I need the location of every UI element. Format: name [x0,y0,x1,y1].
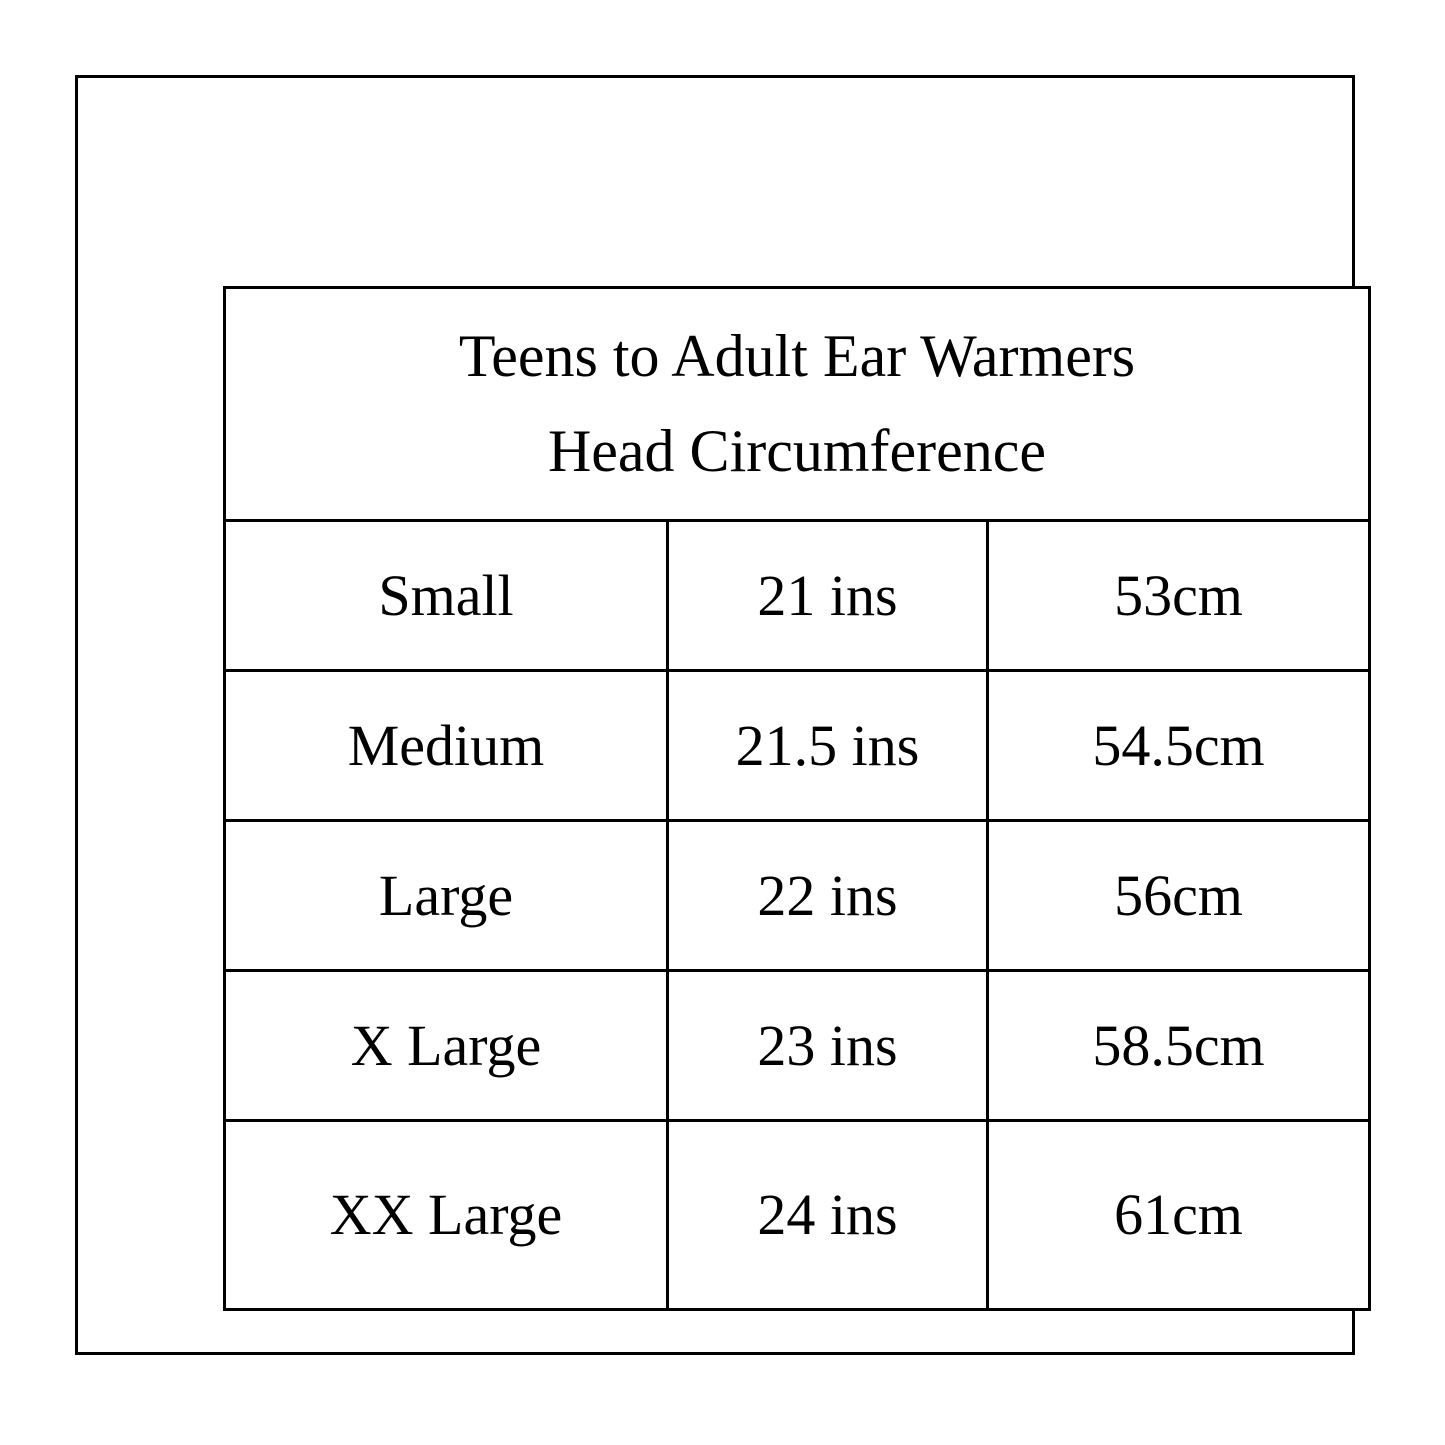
table-row-xxlarge-inches-cell: 24 ins [669,1122,986,1308]
table-row-xxlarge-size-cell: XX Large [226,1122,666,1308]
outer-border-frame: Teens to Adult Ear Warmers Head Circumfe… [75,75,1371,1355]
table-row-large-size-cell: Large [226,822,666,969]
table-row-small-cm-cell: 53cm [989,522,1368,669]
table-title-line-2: Head Circumference [547,418,1047,484]
table-row-medium-size-cell: Medium [226,672,666,819]
table-row-small-size-cell: Small [226,522,666,669]
table-row-xxlarge-cm-cell: 61cm [989,1122,1368,1308]
table-title-line-1: Teens to Adult Ear Warmers [458,323,1136,389]
table-row-large-inches-cell: 22 ins [669,822,986,969]
table-row-small-inches-cell: 21 ins [669,522,986,669]
table-title: Teens to Adult Ear Warmers Head Circumfe… [226,289,1368,519]
table-row-xlarge-cm-cell: 58.5cm [989,972,1368,1119]
table-row-medium-cm-cell: 54.5cm [989,672,1368,819]
table-row-large-cm-cell: 56cm [989,822,1368,969]
table-row-xlarge-size-cell: X Large [226,972,666,1119]
size-chart-table: Teens to Adult Ear Warmers Head Circumfe… [223,286,1371,1311]
table-row-xlarge-inches-cell: 23 ins [669,972,986,1119]
table-row-medium-inches-cell: 21.5 ins [669,672,986,819]
